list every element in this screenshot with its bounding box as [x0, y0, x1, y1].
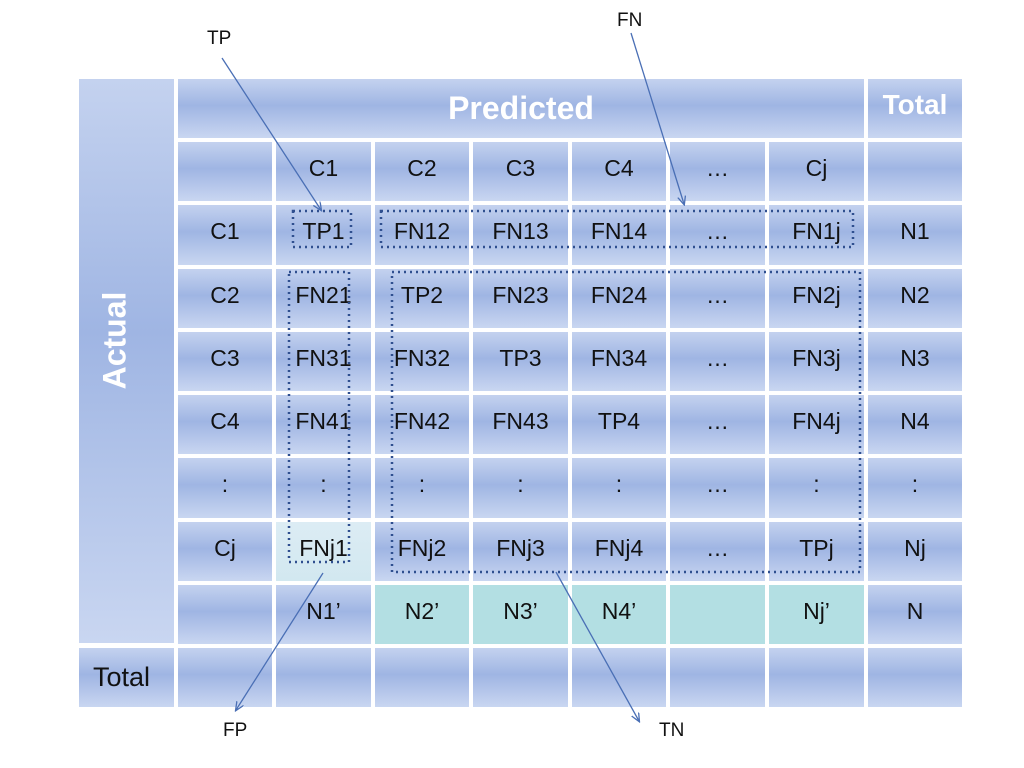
total-row-cell — [176, 646, 274, 709]
row-label: C4 — [176, 393, 274, 456]
column-header: C2 — [373, 140, 471, 203]
matrix-cell: TP1 — [274, 203, 373, 267]
total-row-cell — [570, 646, 668, 709]
matrix-cell: FNj2 — [373, 520, 471, 583]
matrix-cell: FN2j — [767, 267, 866, 330]
matrix-cell: FNj1 — [274, 520, 373, 583]
tn-callout-label: TN — [659, 720, 685, 741]
matrix-cell: TP4 — [570, 393, 668, 456]
total-row-label: Total — [77, 646, 176, 709]
column-header: C1 — [274, 140, 373, 203]
total-row-cell — [471, 646, 570, 709]
matrix-cell: FN4j — [767, 393, 866, 456]
matrix-cell: : — [471, 456, 570, 520]
matrix-cell: FNj4 — [570, 520, 668, 583]
column-total: N4’ — [570, 583, 668, 646]
row-total: N4 — [866, 393, 964, 456]
matrix-cell: FN13 — [471, 203, 570, 267]
matrix-cell: … — [668, 330, 767, 393]
column-header-empty — [866, 140, 964, 203]
matrix-cell: … — [668, 456, 767, 520]
row-label: : — [176, 456, 274, 520]
column-header: C3 — [471, 140, 570, 203]
matrix-cell: … — [668, 203, 767, 267]
column-total: N3’ — [471, 583, 570, 646]
matrix-cell: TPj — [767, 520, 866, 583]
total-row-cell — [274, 646, 373, 709]
row-total: N3 — [866, 330, 964, 393]
total-row-cell — [866, 646, 964, 709]
fp-callout-label: FP — [223, 720, 248, 741]
matrix-cell: … — [668, 267, 767, 330]
row-label: C1 — [176, 203, 274, 267]
matrix-cell: : — [274, 456, 373, 520]
row-label: Cj — [176, 520, 274, 583]
matrix-cell: FN12 — [373, 203, 471, 267]
column-total: N2’ — [373, 583, 471, 646]
predicted-header: Predicted — [176, 77, 866, 140]
row-total: : — [866, 456, 964, 520]
matrix-cell: FN24 — [570, 267, 668, 330]
matrix-cell: FN31 — [274, 330, 373, 393]
matrix-cell: FN3j — [767, 330, 866, 393]
matrix-cell: TP3 — [471, 330, 570, 393]
matrix-cell: FNj3 — [471, 520, 570, 583]
row-label: C3 — [176, 330, 274, 393]
column-total: Nj’ — [767, 583, 866, 646]
matrix-cell: FN41 — [274, 393, 373, 456]
row-total: N1 — [866, 203, 964, 267]
actual-header-label: Actual — [96, 291, 133, 389]
row-total: Nj — [866, 520, 964, 583]
corner-empty-cell — [176, 140, 274, 203]
total-column-header: Total — [866, 77, 964, 140]
actual-header-cell — [77, 77, 176, 645]
matrix-cell: FN32 — [373, 330, 471, 393]
column-totals-empty — [176, 583, 274, 646]
matrix-cell: : — [373, 456, 471, 520]
column-header: C4 — [570, 140, 668, 203]
row-label: C2 — [176, 267, 274, 330]
column-total: N1’ — [274, 583, 373, 646]
matrix-cell: FN43 — [471, 393, 570, 456]
matrix-cell: TP2 — [373, 267, 471, 330]
column-header: Cj — [767, 140, 866, 203]
matrix-cell: FN42 — [373, 393, 471, 456]
total-row-cell — [668, 646, 767, 709]
matrix-cell: : — [767, 456, 866, 520]
matrix-cell: FN23 — [471, 267, 570, 330]
matrix-cell: : — [570, 456, 668, 520]
matrix-cell: … — [668, 520, 767, 583]
matrix-cell: FN34 — [570, 330, 668, 393]
matrix-cell: FN1j — [767, 203, 866, 267]
total-row-cell — [373, 646, 471, 709]
tp-callout-label: TP — [207, 28, 232, 49]
column-total-empty — [668, 583, 767, 646]
fn-callout-label: FN — [617, 10, 643, 31]
matrix-cell: FN21 — [274, 267, 373, 330]
row-total: N2 — [866, 267, 964, 330]
grand-total: N — [866, 583, 964, 646]
total-row-cell — [767, 646, 866, 709]
column-header: … — [668, 140, 767, 203]
matrix-cell: FN14 — [570, 203, 668, 267]
matrix-cell: … — [668, 393, 767, 456]
